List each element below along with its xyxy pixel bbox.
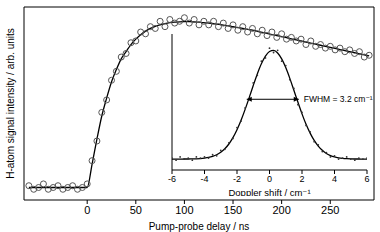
- svg-text:-6: -6: [168, 174, 176, 184]
- svg-text:4: 4: [332, 174, 337, 184]
- svg-text:0: 0: [267, 174, 272, 184]
- svg-text:-2: -2: [233, 174, 241, 184]
- svg-text:Pump-probe delay / ns: Pump-probe delay / ns: [149, 221, 250, 232]
- svg-text:FWHM = 3.2 cm⁻¹: FWHM = 3.2 cm⁻¹: [304, 94, 372, 104]
- svg-text:Doppler shift / cm⁻¹: Doppler shift / cm⁻¹: [228, 187, 310, 196]
- svg-text:-4: -4: [200, 174, 208, 184]
- svg-text:250: 250: [321, 204, 339, 216]
- svg-text:200: 200: [272, 204, 290, 216]
- svg-text:2: 2: [299, 174, 304, 184]
- svg-text:50: 50: [130, 204, 142, 216]
- svg-text:0: 0: [84, 204, 90, 216]
- svg-text:150: 150: [224, 204, 242, 216]
- svg-text:H-atom signal intensity / arb.: H-atom signal intensity / arb. units: [8, 28, 16, 179]
- svg-text:6: 6: [364, 174, 369, 184]
- svg-text:100: 100: [175, 204, 193, 216]
